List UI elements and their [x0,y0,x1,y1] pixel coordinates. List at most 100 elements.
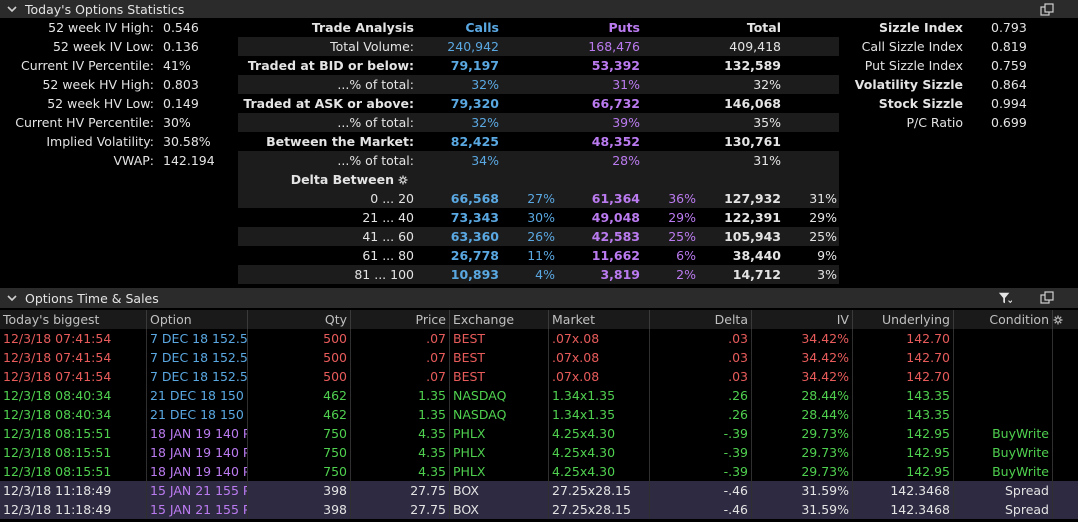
column-header[interactable]: Price [351,310,450,329]
delta-puts-pct: 2% [676,267,696,282]
row-label: Traded at ASK or above: [243,96,414,111]
cell-condition [954,405,1053,424]
column-header[interactable]: Qty [248,310,351,329]
column-header[interactable]: IV [752,310,853,329]
sizzle-row: Volatility Sizzle 0.864 [839,75,1078,94]
popout-icon[interactable] [1040,3,1054,17]
cell-delta: -.46 [650,500,752,519]
delta-calls-pct: 26% [527,229,555,244]
sizzle-value: 0.699 [991,115,1027,130]
column-header[interactable]: Option [147,310,248,329]
delta-row: 21 ... 40 73,343 30% 49,048 29% 122,391 29% [238,208,839,227]
cell-underlying: 142.3468 [853,500,954,519]
column-header[interactable]: Delta [650,310,752,329]
stats-panel-title: Today's Options Statistics [25,1,185,17]
delta-total: 14,712 [732,267,781,282]
sizzle-value: 0.994 [991,96,1027,111]
cell-iv: 28.44% [752,405,853,424]
cell-exchange: PHLX [450,462,549,481]
delta-puts: 11,662 [591,248,640,263]
cell-qty: 462 [248,386,351,405]
cell-delta: .26 [650,386,752,405]
table-row[interactable]: 12/3/18 11:18:49 15 JAN 21 155 P 398 27.75 B… [0,481,1078,500]
table-row[interactable]: 12/3/18 08:15:51 18 JAN 19 140 P 750 4.35 PH… [0,462,1078,481]
cell-underlying: 142.95 [853,443,954,462]
table-row[interactable]: 12/3/18 08:40:34 21 DEC 18 150 C 462 1.35 NA… [0,386,1078,405]
delta-puts: 42,583 [591,229,640,244]
column-header[interactable]: Condition [954,310,1053,329]
row-label: ...% of total: [337,153,414,168]
puts-value: 53,392 [591,58,640,73]
puts-value: 28% [612,153,640,168]
gear-icon[interactable] [1053,315,1063,325]
chevron-down-icon[interactable] [7,293,17,303]
column-header[interactable]: Underlying [853,310,954,329]
cell-underlying: 142.95 [853,424,954,443]
cell-time: 12/3/18 08:15:51 [0,462,147,481]
table-row[interactable]: 12/3/18 11:18:49 15 JAN 21 155 P 398 27.75 B… [0,500,1078,519]
cell-qty: 398 [248,500,351,519]
table-row[interactable]: 12/3/18 08:40:34 21 DEC 18 150 C 462 1.35 NA… [0,405,1078,424]
stat-value: 30% [163,115,191,130]
calls-value: 240,942 [447,39,499,54]
delta-range: 0 ... 20 [370,191,414,206]
delta-puts-pct: 36% [668,191,696,206]
gear-icon[interactable] [398,175,408,185]
stat-label: Current HV Percentile: [15,115,154,130]
cell-condition: Spread [954,481,1053,500]
cell-condition [954,329,1053,348]
sizzle-value: 0.793 [991,20,1027,35]
delta-calls-pct: 11% [527,248,555,263]
cell-underlying: 142.3468 [853,481,954,500]
popout-icon[interactable] [1040,291,1054,305]
cell-market: .07x.08 [549,329,650,348]
trade-analysis-row: Traded at ASK or above: 79,320 66,732 146,0… [238,94,839,113]
cell-delta: .26 [650,405,752,424]
stat-label: 52 week IV Low: [52,39,154,54]
cell-underlying: 142.70 [853,329,954,348]
delta-calls: 66,568 [450,191,499,206]
stat-row: 52 week IV Low: 0.136 [0,37,238,56]
column-header[interactable]: Exchange [450,310,549,329]
sizzle-row: Sizzle Index 0.793 [839,18,1078,37]
stat-label: 52 week HV High: [42,77,154,92]
delta-range: 61 ... 80 [362,248,414,263]
cell-underlying: 142.70 [853,348,954,367]
cell-price: 27.75 [351,481,450,500]
cell-option: 15 JAN 21 155 P [147,500,248,519]
table-row[interactable]: 12/3/18 07:41:547 DEC 18 152.5 C500.07BE… [0,348,1078,367]
column-header[interactable]: Market [549,310,650,329]
time-sales-table: Today's biggest Option Qty Price Exchange Mar… [0,310,1078,522]
cell-delta: -.46 [650,481,752,500]
cell-qty: 398 [248,481,351,500]
volatility-stats: 52 week IV High: 0.546 52 week IV Low: 0.13… [0,18,238,284]
table-row[interactable]: 12/3/18 08:15:51 18 JAN 19 140 P 750 4.35 PH… [0,424,1078,443]
total-value: 146,068 [724,96,781,111]
row-label: Traded at BID or below: [247,58,414,73]
column-header[interactable]: Today's biggest [0,310,147,329]
cell-condition: Spread [954,500,1053,519]
cell-option: 18 JAN 19 140 P [147,424,248,443]
sizzle-row: Stock Sizzle 0.994 [839,94,1078,113]
filter-icon[interactable] [998,291,1012,305]
cell-qty: 500 [248,329,351,348]
cell-market: 27.25x28.15 [549,481,650,500]
cell-delta: .03 [650,367,752,386]
sizzle-value: 0.819 [991,39,1027,54]
stat-value: 0.803 [163,77,199,92]
cell-delta: -.39 [650,424,752,443]
cell-delta: .03 [650,348,752,367]
row-label: Total Volume: [330,39,414,54]
sizzle-label: Call Sizzle Index [861,39,963,54]
chevron-down-icon[interactable] [7,4,17,14]
table-row[interactable]: 12/3/18 07:41:547 DEC 18 152.5 C500.07BE… [0,367,1078,386]
cell-market: 27.25x28.15 [549,500,650,519]
table-row[interactable]: 12/3/18 07:41:547 DEC 18 152.5 C500.07BE… [0,329,1078,348]
calls-value: 79,197 [450,58,499,73]
total-value: 31% [753,153,781,168]
cell-exchange: NASDAQ [450,386,549,405]
delta-calls-pct: 30% [527,210,555,225]
table-row[interactable]: 12/3/18 08:15:51 18 JAN 19 140 P 750 4.35 PH… [0,443,1078,462]
cell-price: .07 [351,348,450,367]
puts-value: 48,352 [591,134,640,149]
